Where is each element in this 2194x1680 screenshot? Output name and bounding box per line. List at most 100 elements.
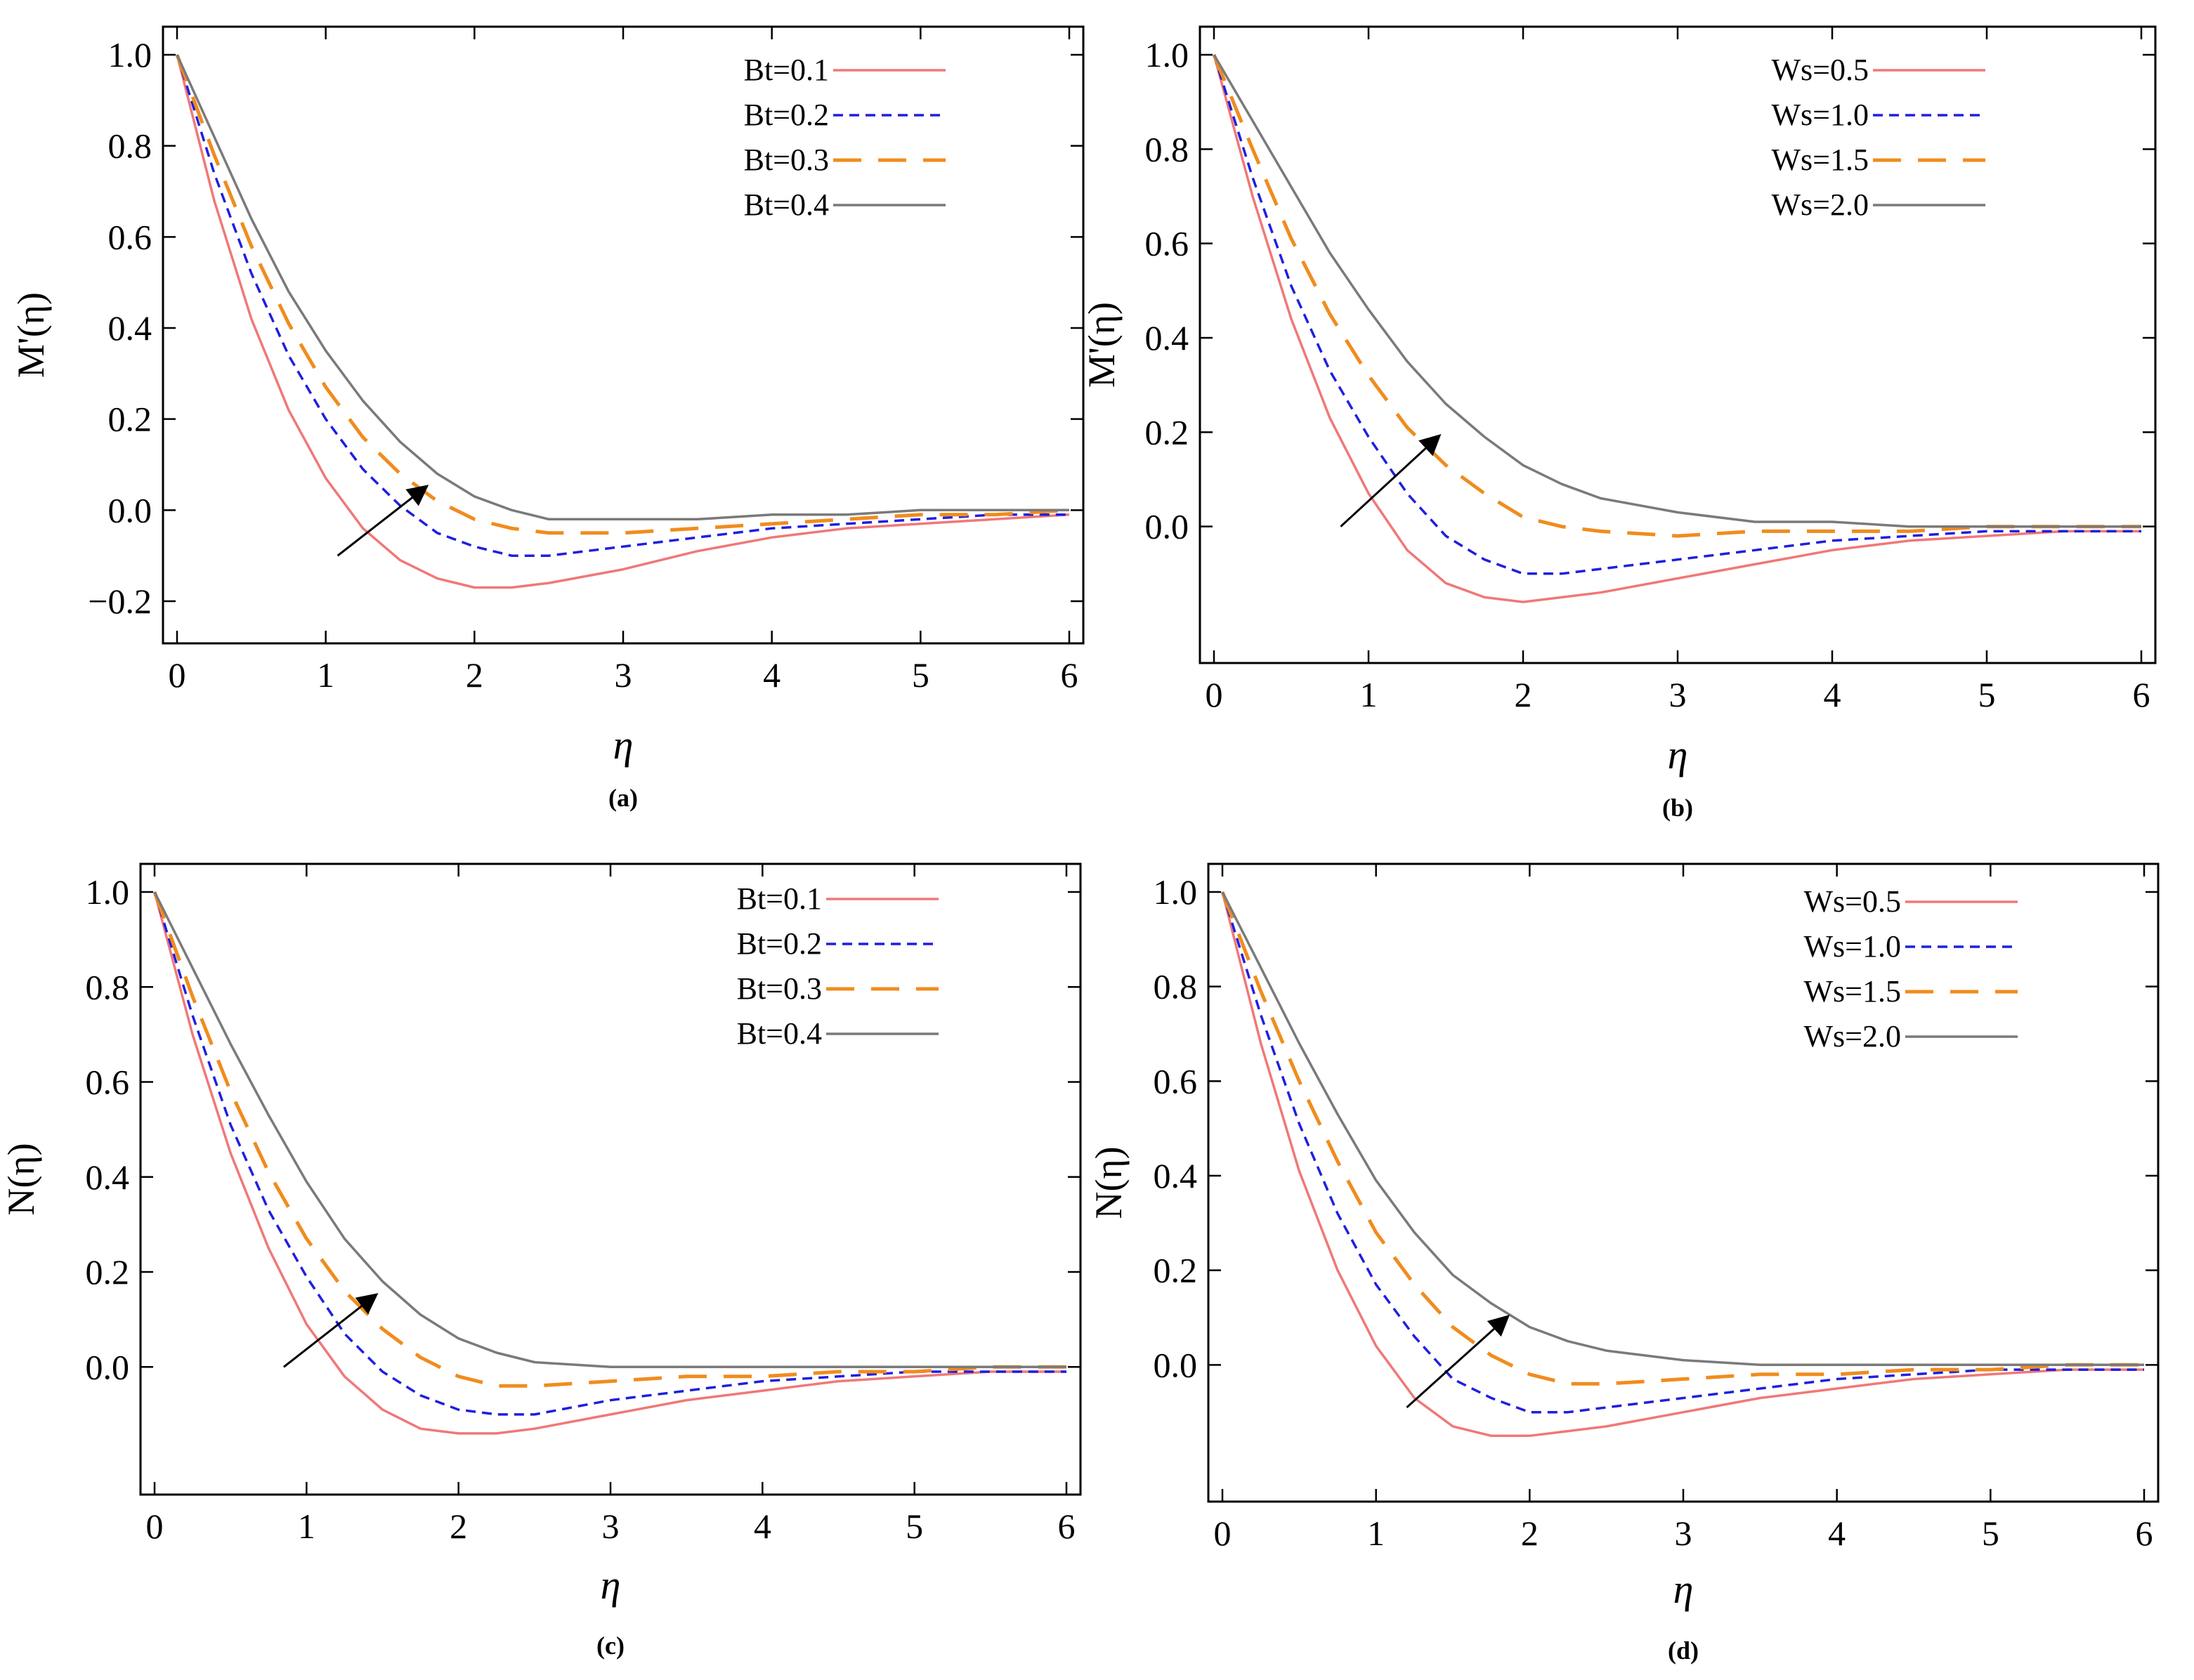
legend-label: Ws=0.5	[1804, 884, 1901, 919]
x-tick-label: 4	[763, 655, 781, 695]
legend-label: Ws=1.0	[1804, 929, 1901, 964]
panel-caption: (a)	[608, 784, 638, 812]
x-tick-label: 0	[169, 655, 186, 695]
legend-label: Ws=1.5	[1804, 974, 1901, 1009]
trend-arrow	[282, 1293, 379, 1368]
x-tick-label: 3	[1669, 675, 1687, 714]
y-tick-label: 0.6	[1145, 224, 1189, 263]
legend-label: Bt=0.2	[744, 98, 829, 132]
series-line-Bt=0.4	[176, 54, 1069, 521]
y-tick-label: 0.0	[86, 1347, 130, 1386]
y-tick-label: 0.6	[108, 217, 152, 256]
series-line-Ws=0.5	[1221, 891, 2144, 1438]
x-tick-label: 6	[2133, 675, 2150, 714]
series-line-Bt=0.3	[175, 54, 1070, 535]
y-tick-label: 1.0	[1154, 872, 1198, 912]
series-line-Bt=0.3	[152, 891, 1066, 1388]
series-line-Ws=1.5	[1212, 54, 2141, 538]
series-line-Bt=0.4	[153, 891, 1066, 1369]
x-tick-label: 2	[450, 1507, 467, 1546]
x-tick-label: 4	[1828, 1514, 1846, 1553]
x-tick-label: 2	[1515, 675, 1532, 714]
x-tick-label: 0	[1206, 675, 1223, 714]
x-axis-label: η	[613, 722, 634, 768]
series-line-Ws=2.0	[1221, 891, 2144, 1367]
panel-a: 0 1 2 3 4 5 6 −0.2 0.0 0.2 0.4 0.6 0.8 1.0 M'(η) η (a) Bt…	[10, 25, 1085, 812]
x-tick-label: 0	[1214, 1514, 1232, 1553]
panel-b: 0 1 2 3 4 5 6 0.0 0.2 0.4 0.6 0.8 1.0 M'(η) η (b) Ws=0.5…	[1080, 25, 2157, 822]
x-tick-label: 1	[1367, 1514, 1385, 1553]
y-tick-label: 0.8	[1145, 129, 1189, 169]
y-tick-label: 0.2	[86, 1252, 130, 1292]
y-tick-label: 0.2	[1145, 412, 1189, 452]
y-tick-label: 0.6	[1154, 1061, 1198, 1101]
x-tick-label: 3	[1675, 1514, 1692, 1553]
legend-label: Bt=0.1	[744, 53, 829, 87]
y-tick-label: 0.8	[86, 967, 130, 1006]
series-line-Ws=2.0	[1213, 54, 2141, 528]
legend-label: Bt=0.4	[744, 188, 829, 222]
x-tick-label: 5	[1982, 1514, 1999, 1553]
y-tick-label: 0.4	[86, 1157, 130, 1197]
legend-label: Bt=0.4	[737, 1016, 822, 1051]
y-tick-label: 1.0	[1145, 35, 1189, 74]
y-axis-label: N(η)	[1088, 1146, 1130, 1219]
legend-label: Ws=2.0	[1804, 1019, 1901, 1054]
x-tick-label: 1	[1360, 675, 1378, 714]
panel-d: 0 1 2 3 4 5 6 0.0 0.2 0.4 0.6 0.8 1.0 N(η) η (d) Ws=0.5 W…	[1088, 862, 2160, 1665]
y-tick-label: 1.0	[108, 35, 152, 74]
x-axis-label: η	[601, 1562, 621, 1608]
x-axis-label: η	[1668, 732, 1688, 777]
x-tick-label: 1	[298, 1507, 315, 1546]
series-line-Ws=1.5	[1220, 891, 2144, 1386]
legend-label: Bt=0.3	[744, 143, 829, 177]
x-tick-label: 1	[317, 655, 334, 695]
y-tick-label: 0.0	[108, 490, 152, 530]
legend-label: Bt=0.3	[737, 971, 822, 1006]
y-axis-label: M'(η)	[10, 292, 52, 378]
x-axis-label: η	[1673, 1566, 1694, 1612]
legend-label: Bt=0.1	[737, 881, 822, 916]
y-tick-label: 1.0	[86, 872, 130, 912]
series-line-Bt=0.1	[176, 54, 1070, 589]
x-tick-label: 5	[912, 655, 929, 695]
y-tick-label: 0.4	[108, 308, 152, 348]
y-axis-label: N(η)	[0, 1143, 42, 1215]
y-tick-label: 0.2	[108, 400, 152, 439]
x-tick-label: 2	[1521, 1514, 1539, 1553]
x-tick-label: 6	[1058, 1507, 1076, 1546]
x-tick-label: 2	[466, 655, 483, 695]
x-tick-label: 4	[1824, 675, 1841, 714]
panel-caption: (b)	[1662, 794, 1693, 822]
x-tick-label: 3	[615, 655, 632, 695]
legend-label: Ws=2.0	[1772, 188, 1869, 222]
x-tick-label: 0	[146, 1507, 164, 1546]
series-line-Ws=1.0	[1213, 54, 2141, 575]
y-tick-label: 0.4	[1154, 1156, 1198, 1195]
y-axis-label: M'(η)	[1080, 302, 1123, 388]
x-tick-label: 5	[906, 1507, 923, 1546]
series-line-Ws=1.0	[1221, 891, 2144, 1414]
panel-c: 0 1 2 3 4 5 6 0.0 0.2 0.4 0.6 0.8 1.0 N(η) η (c) Bt=0.1 B…	[0, 862, 1082, 1660]
legend-label: Ws=1.0	[1772, 98, 1869, 132]
panel-caption: (d)	[1668, 1636, 1699, 1665]
x-tick-label: 3	[602, 1507, 620, 1546]
y-tick-label: 0.8	[108, 126, 152, 166]
trend-arrow	[1406, 1314, 1510, 1409]
series-line-Bt=0.2	[176, 54, 1069, 557]
x-tick-label: 6	[2136, 1514, 2153, 1553]
trend-arrow	[1340, 433, 1442, 527]
y-tick-label: 0.0	[1154, 1345, 1198, 1384]
legend-label: Bt=0.2	[737, 926, 822, 961]
y-tick-label: 0.8	[1154, 967, 1198, 1006]
series-line-Ws=0.5	[1213, 54, 2141, 603]
series-line-Bt=0.2	[153, 891, 1066, 1416]
series-line-Bt=0.1	[153, 891, 1066, 1435]
x-tick-label: 6	[1061, 655, 1078, 695]
legend-label: Ws=1.5	[1772, 143, 1869, 177]
x-tick-label: 5	[1978, 675, 1996, 714]
y-tick-label: 0.2	[1154, 1251, 1198, 1290]
trend-arrow	[337, 485, 429, 557]
y-tick-label: 0.4	[1145, 318, 1189, 357]
